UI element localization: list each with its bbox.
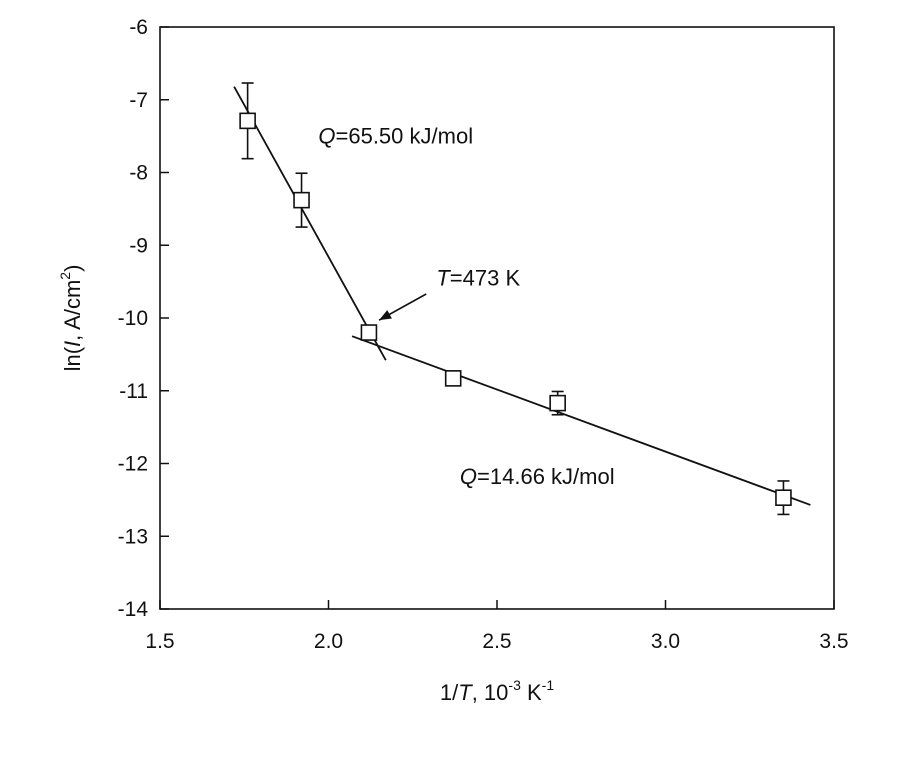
- y-axis: -6 -7 -8 -9 -10 -11 -12 -13 -14: [118, 16, 169, 621]
- annotation-q-low: Q=14.66 kJ/mol: [460, 464, 615, 489]
- x-axis-title: 1/T, 10-3 K-1: [440, 677, 554, 705]
- y-tick-label: -14: [118, 598, 149, 621]
- y-tick-label: -12: [118, 453, 148, 476]
- y-tick-label: -13: [118, 525, 148, 548]
- annotation-q-high: Q=65.50 kJ/mol: [318, 123, 473, 148]
- data-point: [360, 324, 378, 341]
- fit-line: [233, 86, 387, 361]
- y-axis-title: ln(I, A/cm2): [57, 265, 85, 372]
- y-tick-label: -7: [129, 89, 148, 112]
- x-tick-label: 3.0: [651, 630, 680, 653]
- x-axis: 1.5 2.0 2.5 3.0 3.5: [145, 600, 849, 653]
- y-tick-label: -8: [129, 162, 148, 185]
- data-point: [239, 112, 256, 130]
- annotations: Q=65.50 kJ/mol T=473 K Q=14.66 kJ/mol: [318, 123, 614, 488]
- y-tick-label: -9: [129, 234, 148, 257]
- x-tick-label: 2.5: [482, 630, 511, 653]
- y-tick-label: -10: [118, 307, 148, 330]
- x-tick-label: 1.5: [145, 630, 174, 653]
- y-tick-label: -6: [129, 16, 148, 39]
- fit-lines: [233, 86, 811, 506]
- x-tick-label: 2.0: [314, 630, 343, 653]
- y-tick-label: -11: [119, 380, 148, 403]
- x-tick-label: 3.5: [819, 630, 848, 653]
- annotation-t-transition: T=473 K: [436, 265, 520, 290]
- arrow-head: [379, 310, 392, 321]
- data-point: [293, 191, 310, 209]
- plot-frame: [159, 26, 835, 610]
- fit-line: [351, 335, 811, 506]
- data-point: [549, 394, 566, 412]
- data-points: [239, 82, 792, 516]
- data-point: [775, 489, 792, 506]
- data-point: [444, 370, 462, 387]
